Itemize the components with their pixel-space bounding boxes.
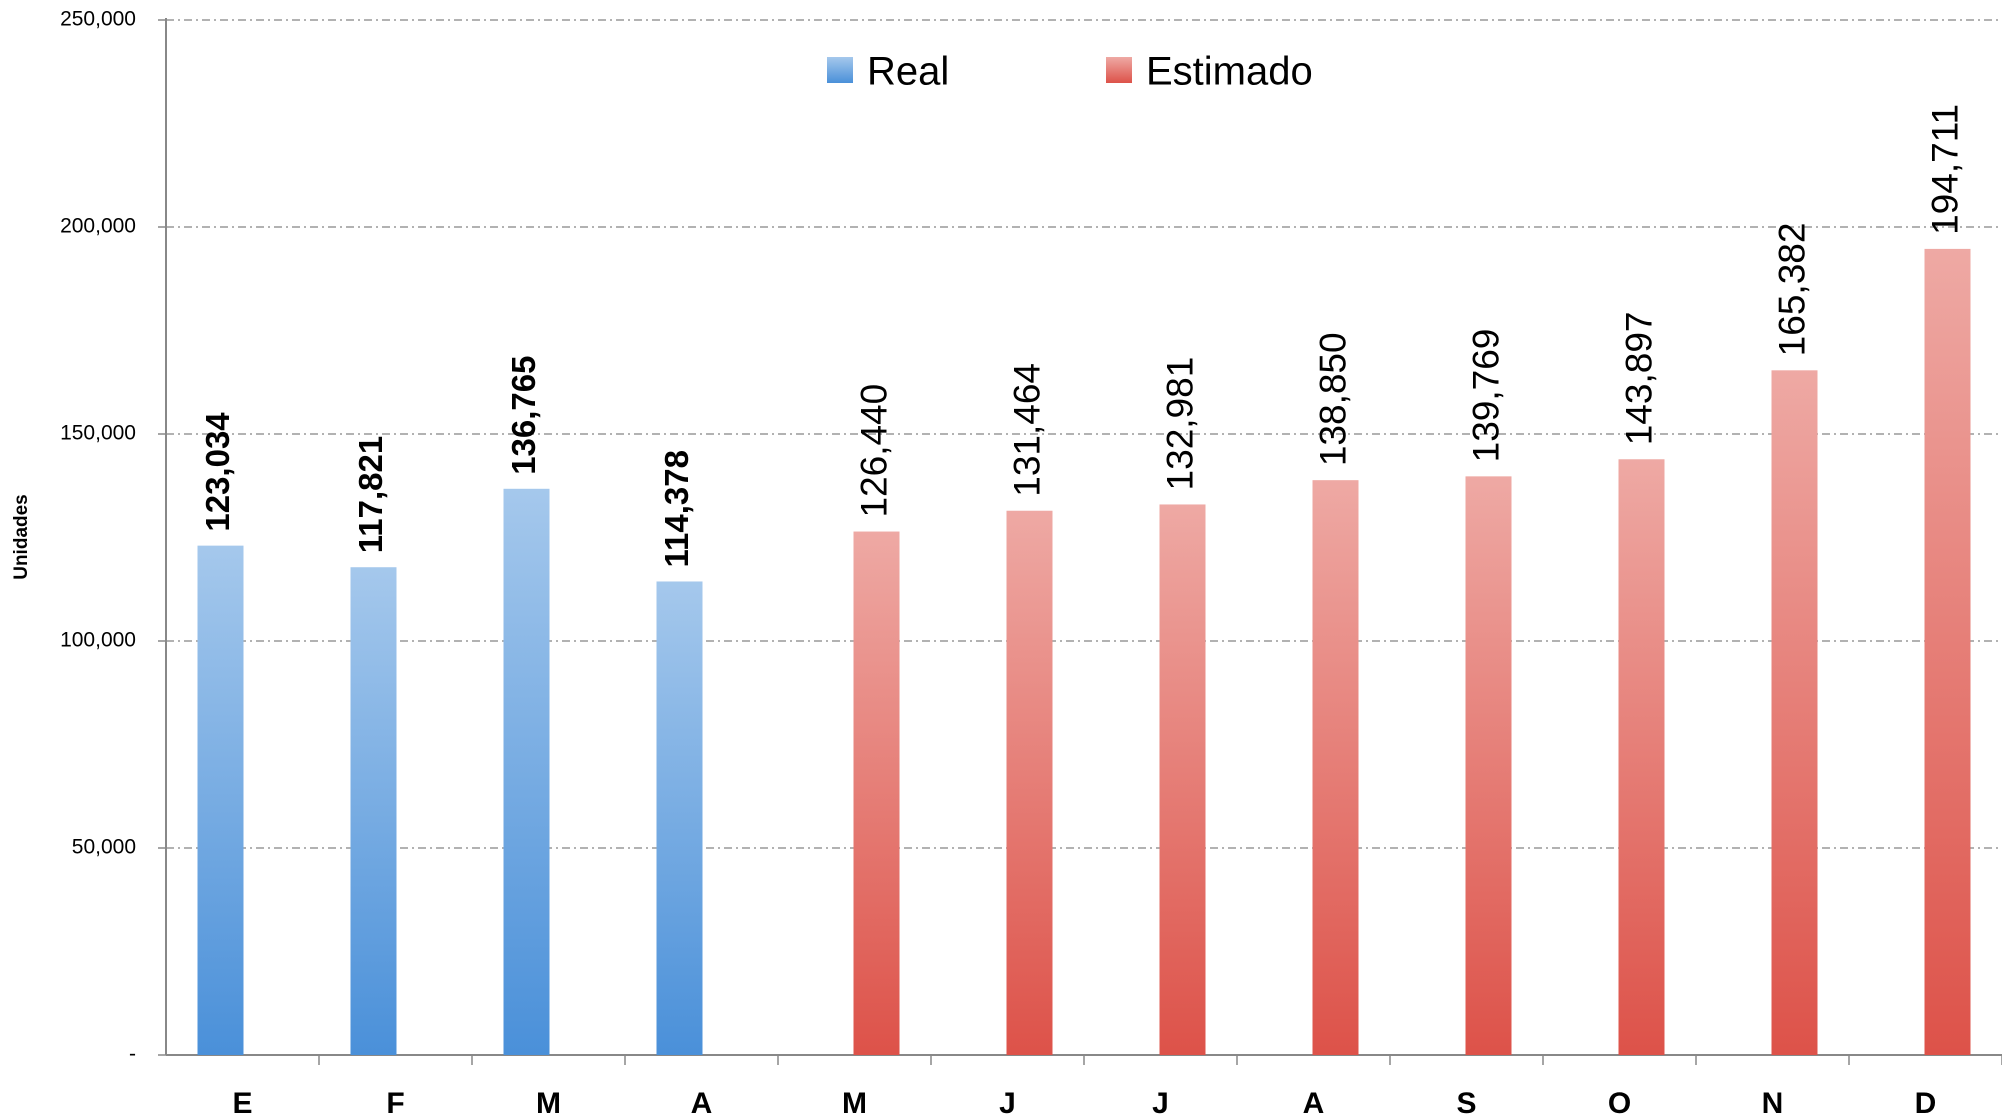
x-tick-label: J bbox=[999, 1087, 1016, 1117]
bar bbox=[350, 567, 397, 1055]
value-label: 117,821 bbox=[352, 436, 389, 553]
x-tick-label: O bbox=[1608, 1087, 1631, 1117]
value-label: 143,897 bbox=[1618, 312, 1659, 446]
y-tick-label: 50,000 bbox=[72, 836, 136, 859]
value-label: 165,382 bbox=[1771, 223, 1812, 357]
bar bbox=[853, 531, 900, 1055]
y-axis-label: Unidades bbox=[11, 494, 32, 580]
bar bbox=[656, 581, 703, 1055]
x-tick-label: M bbox=[536, 1087, 561, 1117]
value-label: 131,464 bbox=[1006, 363, 1047, 497]
x-tick-label: J bbox=[1152, 1087, 1169, 1117]
x-tick-label: S bbox=[1456, 1087, 1476, 1117]
x-tick-label: N bbox=[1762, 1087, 1784, 1117]
value-label: 123,034 bbox=[199, 412, 236, 532]
bar bbox=[1159, 504, 1206, 1056]
x-tick-label: E bbox=[232, 1087, 252, 1117]
value-label: 114,378 bbox=[658, 450, 695, 567]
y-tick-label: 200,000 bbox=[60, 215, 136, 238]
x-tick-label: A bbox=[691, 1087, 713, 1117]
bar bbox=[1618, 459, 1665, 1055]
bar bbox=[1006, 510, 1053, 1056]
y-tick-label: 150,000 bbox=[60, 422, 136, 445]
value-label: 139,769 bbox=[1465, 329, 1506, 463]
x-tick-label: F bbox=[386, 1087, 404, 1117]
y-tick-label: 250,000 bbox=[60, 8, 136, 31]
bar bbox=[1465, 476, 1512, 1056]
legend-swatch bbox=[827, 57, 853, 83]
value-label: 126,440 bbox=[853, 384, 894, 518]
x-tick-label: D bbox=[1915, 1087, 1937, 1117]
y-tick-label: - bbox=[129, 1043, 136, 1066]
x-tick-label: M bbox=[842, 1087, 867, 1117]
value-label: 136,765 bbox=[505, 355, 542, 474]
bar bbox=[1771, 370, 1818, 1056]
value-label: 132,981 bbox=[1159, 357, 1200, 491]
legend-label: Real bbox=[867, 50, 949, 94]
bar bbox=[1312, 480, 1359, 1055]
x-tick-label: A bbox=[1303, 1087, 1325, 1117]
legend-label: Estimado bbox=[1146, 50, 1313, 94]
bar bbox=[197, 545, 244, 1055]
value-label: 138,850 bbox=[1312, 332, 1353, 466]
legend-swatch bbox=[1106, 57, 1132, 83]
bar bbox=[1924, 248, 1971, 1055]
y-tick-label: 100,000 bbox=[60, 629, 136, 652]
bar bbox=[503, 488, 550, 1055]
value-label: 194,711 bbox=[1924, 104, 1965, 235]
